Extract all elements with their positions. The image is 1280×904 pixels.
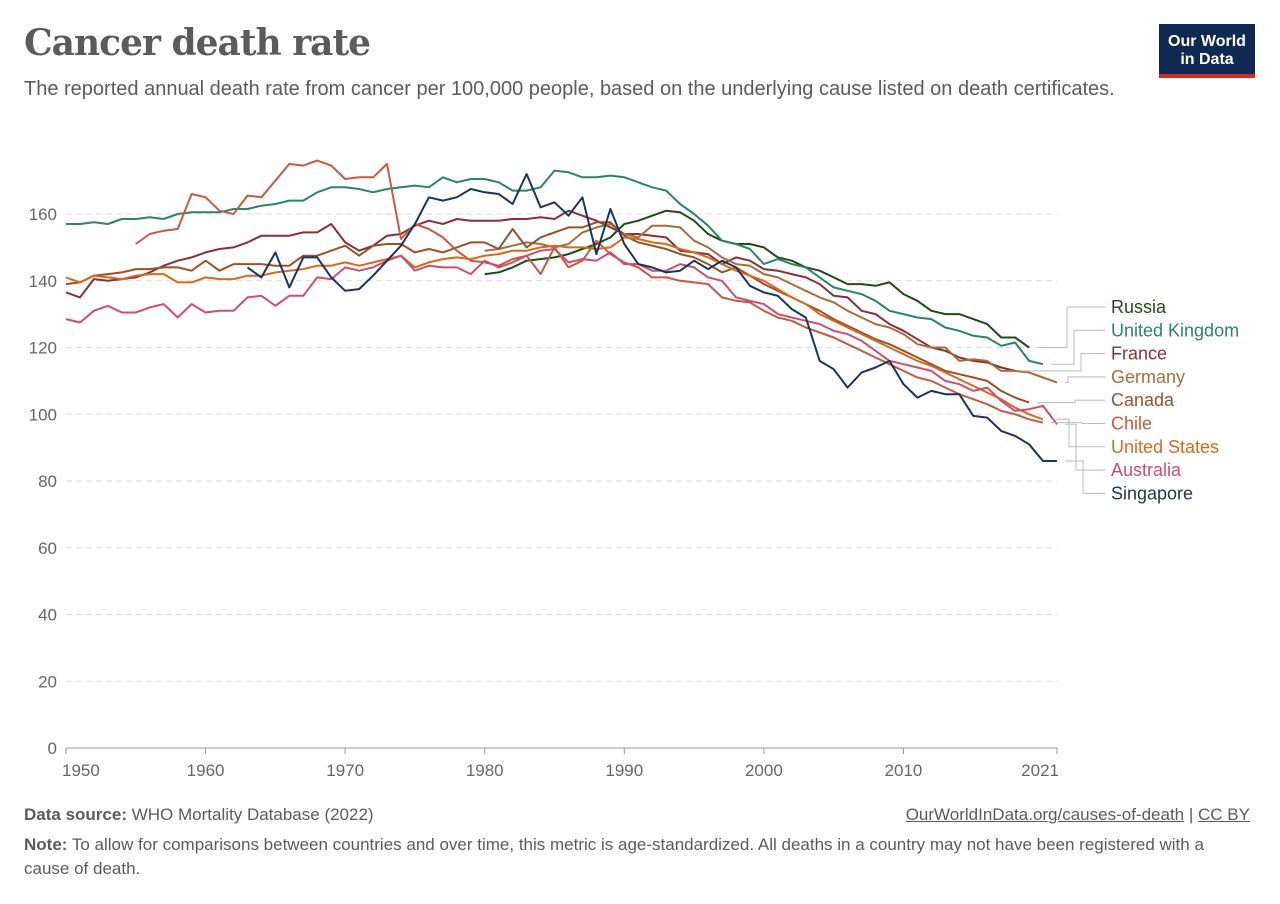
footer-links: OurWorldInData.org/causes-of-death | CC … — [906, 805, 1250, 825]
x-tick-label: 1960 — [187, 761, 225, 780]
legend-connector — [1051, 418, 1105, 448]
data-source: Data source: WHO Mortality Database (202… — [24, 805, 374, 825]
chart-title: Cancer death rate — [24, 22, 371, 64]
logo-line-1: Our World — [1168, 33, 1246, 50]
y-tick-label: 120 — [29, 339, 57, 358]
y-tick-label: 60 — [38, 539, 57, 558]
legend-connector — [1051, 422, 1105, 424]
x-tick-label: 1970 — [326, 761, 364, 780]
legend-connector — [1023, 353, 1105, 372]
legend-connector — [1065, 460, 1105, 494]
y-tick-label: 40 — [38, 606, 57, 625]
x-tick-label: 1950 — [62, 761, 100, 780]
y-tick-label: 80 — [38, 472, 57, 491]
legend-label-france[interactable]: France — [1111, 344, 1167, 364]
legend-label-chile[interactable]: Chile — [1111, 414, 1152, 434]
series-line-chile[interactable] — [135, 159, 1044, 424]
y-tick-label: 160 — [29, 205, 57, 224]
data-source-label: Data source: — [24, 805, 127, 824]
legend-label-united-kingdom[interactable]: United Kingdom — [1111, 320, 1239, 340]
legend-connector — [1065, 423, 1105, 471]
data-source-text: WHO Mortality Database (2022) — [131, 805, 374, 824]
series-line-australia[interactable] — [65, 248, 1058, 425]
series-line-france[interactable] — [65, 209, 1016, 372]
x-tick-label: 1990 — [605, 761, 643, 780]
x-tick-label: 1980 — [466, 761, 504, 780]
legend-label-australia[interactable]: Australia — [1111, 460, 1182, 480]
legend-connector — [1037, 306, 1105, 348]
legend: Russia United Kingdom France Germany Canada C… — [1023, 297, 1239, 503]
legend-connector — [1065, 376, 1105, 384]
legend-label-russia[interactable]: Russia — [1111, 297, 1167, 317]
series-line-russia[interactable] — [484, 209, 1030, 349]
legend-connector — [1051, 329, 1105, 365]
chart-note: Note: To allow for comparisons between c… — [24, 833, 1244, 881]
legend-label-united-states[interactable]: United States — [1111, 437, 1219, 457]
x-tick-label: 2000 — [745, 761, 783, 780]
series-line-united-kingdom[interactable] — [66, 169, 1044, 366]
logo-accent-bar — [1159, 74, 1255, 78]
note-label: Note: — [24, 835, 68, 854]
y-tick-label: 140 — [29, 272, 57, 291]
x-tick-label: 2010 — [885, 761, 923, 780]
series-lines — [65, 159, 1058, 462]
owid-logo[interactable]: Our World in Data — [1159, 24, 1255, 78]
series-line-canada[interactable] — [65, 221, 1030, 404]
legend-label-singapore[interactable]: Singapore — [1111, 483, 1193, 503]
y-axis: 0 20 40 60 80 100 120 140 160 — [29, 205, 57, 758]
note-text: To allow for comparisons between countri… — [24, 835, 1204, 878]
x-tick-label: 2021 — [1021, 761, 1059, 780]
y-tick-label: 20 — [38, 672, 57, 691]
grid-lines — [66, 213, 1057, 682]
chart-subtitle: The reported annual death rate from canc… — [24, 78, 1115, 100]
series-line-united-states[interactable] — [65, 236, 1044, 421]
logo-line-2: in Data — [1180, 51, 1234, 68]
x-axis: 1950 1960 1970 1980 1990 2000 2010 2021 — [62, 747, 1059, 780]
series-line-germany[interactable] — [484, 223, 1058, 384]
legend-label-canada[interactable]: Canada — [1111, 390, 1175, 410]
link-separator: | — [1188, 805, 1194, 824]
y-tick-label: 0 — [48, 739, 57, 758]
causes-of-death-link[interactable]: OurWorldInData.org/causes-of-death — [905, 805, 1185, 824]
legend-label-germany[interactable]: Germany — [1111, 367, 1185, 387]
license-link[interactable]: CC BY — [1198, 805, 1250, 824]
series-line-singapore[interactable] — [246, 173, 1058, 462]
legend-connector — [1037, 399, 1105, 404]
y-tick-label: 100 — [29, 405, 57, 424]
